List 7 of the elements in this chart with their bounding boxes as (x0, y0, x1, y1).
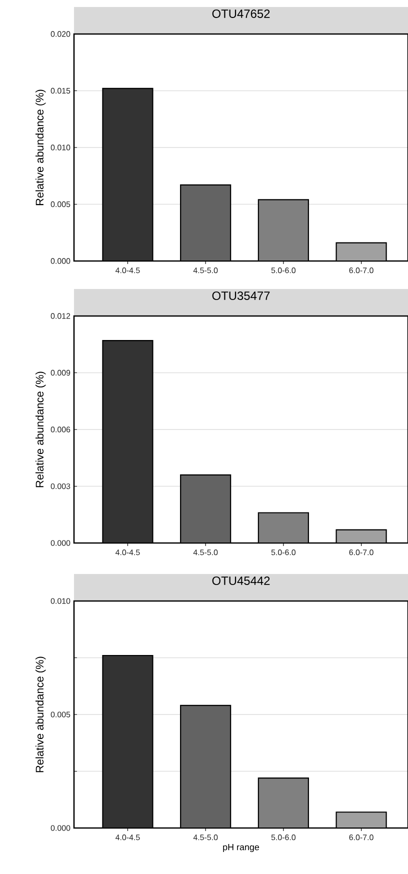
chart-title: OTU47652 (212, 9, 270, 18)
y-axis-title: Relative abundance (%) (35, 90, 46, 206)
chart-title: OTU45442 (212, 576, 270, 585)
x-axis-title: pH range (223, 844, 260, 852)
chart-title: OTU35477 (212, 292, 270, 300)
y-axis-title: Relative abundance (%) (35, 372, 46, 488)
y-axis-title: Relative abundance (%) (35, 656, 46, 772)
